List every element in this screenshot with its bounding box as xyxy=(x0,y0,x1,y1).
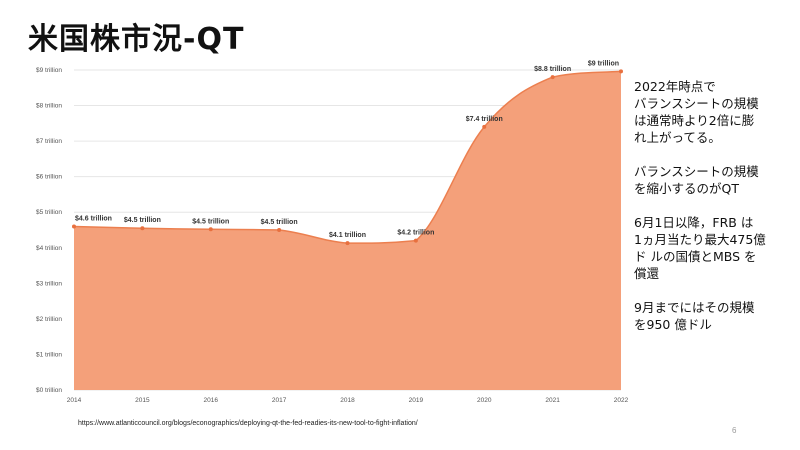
y-tick-label: $7 trillion xyxy=(36,138,62,145)
note-frb-redemption: 6月1日以降，FRB は 1ヵ月当たり最大475億 ド ルの国債とMBS を 償… xyxy=(634,215,766,281)
x-tick-label: 2015 xyxy=(135,397,150,404)
data-point xyxy=(413,238,418,243)
y-tick-label: $5 trillion xyxy=(36,209,62,216)
data-label: $4.5 trillion xyxy=(261,219,298,226)
data-point xyxy=(482,124,487,129)
note-september-scale: 9月までにはその規模 を950 億ドル xyxy=(634,300,755,332)
slide-title: 米国株市況-QT xyxy=(28,22,245,57)
data-label: $4.6 trillion xyxy=(75,215,112,222)
data-label: $4.5 trillion xyxy=(192,218,229,225)
data-point xyxy=(208,227,213,232)
note-balance-sheet-size: 2022年時点で バランスシートの規模 は通常時より2倍に膨 れ上がってる。 xyxy=(634,79,759,145)
data-label: $4.2 trillion xyxy=(397,230,434,237)
data-point xyxy=(72,224,76,229)
x-tick-label: 2014 xyxy=(67,397,82,404)
y-tick-label: $9 trillion xyxy=(36,67,62,74)
data-label: $7.4 trillion xyxy=(466,116,503,123)
x-tick-label: 2017 xyxy=(272,397,287,404)
y-tick-label: $8 trillion xyxy=(36,103,62,110)
x-tick-label: 2022 xyxy=(614,397,629,404)
note-qt-definition: バランスシートの規模 を縮小するのがQT xyxy=(634,164,759,196)
data-point xyxy=(140,226,145,231)
data-point xyxy=(550,75,555,80)
data-point xyxy=(619,69,623,74)
data-point xyxy=(345,241,350,246)
data-label: $4.1 trillion xyxy=(329,232,366,239)
area-fill xyxy=(74,71,621,390)
x-tick-label: 2016 xyxy=(204,397,219,404)
page-number: 6 xyxy=(732,426,737,435)
x-tick-label: 2018 xyxy=(340,397,355,404)
x-tick-label: 2019 xyxy=(409,397,424,404)
y-tick-label: $6 trillion xyxy=(36,174,62,181)
y-tick-label: $4 trillion xyxy=(36,245,62,252)
x-tick-label: 2020 xyxy=(477,397,492,404)
side-notes: 2022年時点で バランスシートの規模 は通常時より2倍に膨 れ上がってる。 バ… xyxy=(634,78,794,350)
data-label: $4.5 trillion xyxy=(124,217,161,224)
series-line xyxy=(73,70,622,244)
source-url: https://www.atlanticcouncil.org/blogs/ec… xyxy=(78,420,418,427)
y-tick-label: $3 trillion xyxy=(36,280,62,287)
data-point xyxy=(277,228,282,232)
x-tick-label: 2021 xyxy=(545,397,560,404)
data-label: $9 trillion xyxy=(588,60,619,67)
y-tick-label: $1 trillion xyxy=(36,351,62,358)
data-label: $8.8 trillion xyxy=(534,66,571,73)
y-tick-label: $2 trillion xyxy=(36,316,62,323)
y-tick-label: $0 trillion xyxy=(36,387,62,394)
